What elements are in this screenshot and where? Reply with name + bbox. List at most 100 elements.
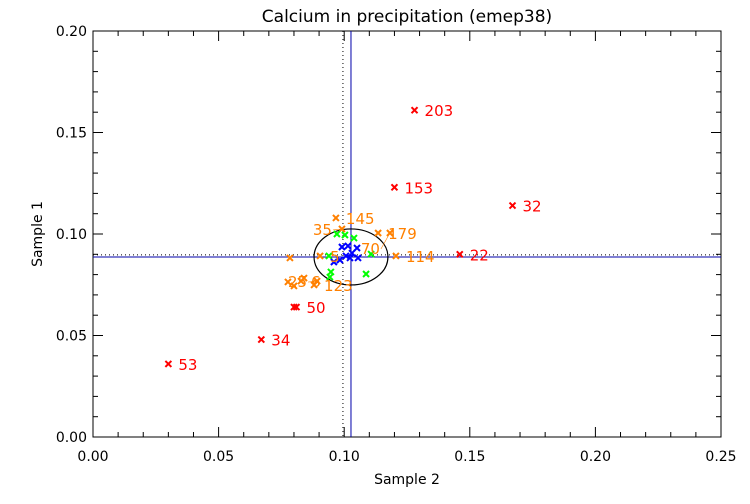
data-point-blue (336, 256, 344, 264)
data-point-red (390, 183, 399, 192)
point-label: 32 (523, 198, 542, 216)
x-marker-icon (164, 360, 173, 368)
x-marker-icon (332, 214, 340, 222)
data-point-blue (344, 242, 352, 250)
data-point-blue (353, 244, 361, 252)
x-marker-icon (341, 231, 349, 239)
x-marker-icon (362, 270, 370, 278)
data-point-blue (346, 254, 354, 262)
x-marker-icon (336, 256, 344, 264)
x-marker-icon (333, 230, 341, 238)
data-point-blue (330, 258, 338, 266)
y-tick-label: 0.05 (56, 329, 87, 345)
point-label: 153 (404, 179, 433, 197)
point-label: 53 (178, 356, 197, 374)
point-label: 50 (306, 299, 325, 317)
x-tick-label: 0.25 (705, 449, 736, 465)
data-point-red (164, 360, 173, 368)
point-label: 22 (470, 246, 489, 264)
point-label: 25 (288, 273, 307, 291)
x-marker-icon (354, 254, 362, 262)
confidence-ellipse (313, 228, 389, 286)
data-point-orange (284, 278, 292, 286)
x-tick-label: 0.15 (454, 449, 485, 465)
data-point-orange (300, 274, 308, 282)
data-point-green (326, 273, 334, 281)
data-point-red (290, 303, 298, 311)
x-marker-icon (392, 252, 400, 260)
chart-title: Calcium in precipitation (emep38) (262, 7, 552, 27)
y-tick-label: 0.15 (56, 126, 87, 142)
x-marker-icon (346, 254, 354, 262)
x-tick-label: 0.00 (77, 449, 108, 465)
x-marker-icon (290, 303, 298, 311)
x-marker-icon (390, 183, 399, 192)
x-marker-icon (292, 303, 301, 311)
label-leader-line (380, 232, 391, 250)
x-marker-icon (342, 252, 350, 260)
y-tick-label: 0.20 (56, 24, 87, 40)
data-point-blue (338, 243, 346, 251)
x-marker-icon (290, 282, 298, 290)
data-point-blue (342, 252, 350, 260)
data-point-blue (354, 254, 362, 262)
x-marker-icon (300, 274, 308, 282)
y-tick-label: 0.10 (56, 227, 87, 243)
y-axis-label: Sample 1 (30, 201, 46, 267)
y-tick-label: 0.00 (56, 430, 87, 446)
x-marker-icon (257, 335, 266, 344)
data-point-red (508, 201, 517, 210)
x-marker-icon (508, 201, 517, 210)
point-label: 35 (313, 221, 332, 239)
x-marker-icon (330, 258, 338, 266)
data-point-red (456, 250, 464, 259)
data-point-orange (290, 282, 298, 290)
label-leader-line (308, 280, 318, 283)
x-marker-icon (325, 252, 333, 260)
x-marker-icon (326, 273, 334, 281)
label-leader-line (332, 228, 342, 231)
point-label: 114 (406, 248, 435, 266)
point-label: 5 (330, 248, 340, 266)
data-point-green (327, 268, 335, 276)
point-label: 203 (425, 102, 454, 120)
data-point-green (362, 270, 370, 278)
data-point-green (333, 230, 341, 238)
data-point-red (292, 303, 301, 311)
x-marker-icon (367, 250, 375, 258)
point-label: 34 (271, 332, 290, 350)
x-tick-label: 0.20 (580, 449, 611, 465)
data-point-green (350, 234, 358, 242)
x-marker-icon (348, 249, 356, 257)
x-marker-icon (374, 229, 382, 237)
data-point-blue (348, 249, 356, 257)
point-label: 123 (324, 277, 353, 295)
point-label: 6 (311, 273, 321, 291)
data-point-orange (374, 229, 382, 237)
data-point-orange (316, 252, 324, 260)
x-marker-icon (350, 234, 358, 242)
data-point-green (367, 250, 375, 258)
x-marker-icon (410, 106, 419, 114)
x-marker-icon (456, 250, 464, 259)
data-point-orange (392, 252, 400, 260)
x-tick-label: 0.05 (203, 449, 234, 465)
data-point-orange (286, 254, 294, 262)
data-point-red (410, 106, 419, 114)
x-tick-label: 0.10 (329, 449, 360, 465)
x-marker-icon (338, 243, 346, 251)
x-marker-icon (344, 242, 352, 250)
data-point-green (341, 231, 349, 239)
point-label: 70 (361, 240, 380, 258)
x-marker-icon (316, 252, 324, 260)
data-point-green (325, 252, 333, 260)
data-point-red (257, 335, 266, 344)
data-point-orange (332, 214, 340, 222)
x-marker-icon (286, 254, 294, 262)
point-label: 145 (346, 210, 375, 228)
x-marker-icon (327, 268, 335, 276)
x-marker-icon (353, 244, 361, 252)
x-marker-icon (284, 278, 292, 286)
point-label: 179 (388, 225, 417, 243)
